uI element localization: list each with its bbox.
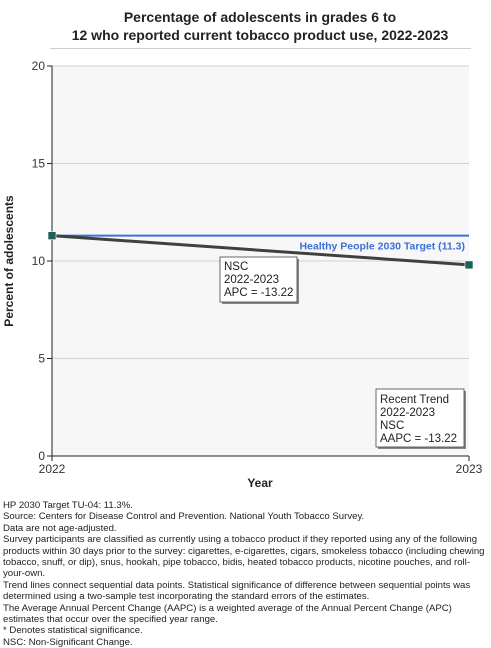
line-chart: 0 5 10 15 20 2022 2023 Percent of adolescents… <box>2 59 483 490</box>
recent-trend-line-3: NSC <box>380 420 404 432</box>
chart-title-line-1: Percentage of adolescents in grades 6 to <box>123 9 397 25</box>
apc-annotation: NSC 2022-2023 APC = -13.22 <box>219 256 299 304</box>
apc-annotation-line-2: 2022-2023 <box>224 274 279 286</box>
data-point <box>464 260 474 270</box>
x-axis-label: Year <box>247 476 273 490</box>
chart-title: Percentage of adolescents in grades 6 to… <box>20 8 491 44</box>
chart-title-line-2: 12 who reported current tobacco product … <box>71 27 449 43</box>
x-tick-label: 2023 <box>456 462 483 476</box>
y-tick-label: 5 <box>38 352 45 366</box>
y-axis-label: Percent of adolescents <box>2 195 16 327</box>
footnote: * Denotes statistical significance. <box>3 625 143 637</box>
data-point <box>47 231 57 240</box>
recent-trend-line-2: 2022-2023 <box>380 407 435 419</box>
target-label: Healthy People 2030 Target (11.3) <box>299 241 465 253</box>
recent-trend-annotation: Recent Trend 2022-2023 NSC AAPC = -13.22 <box>375 388 466 449</box>
apc-annotation-box <box>219 256 298 303</box>
series-line <box>51 234 470 267</box>
apc-annotation-line-1: NSC <box>224 261 248 273</box>
footnote: Data are not age-adjusted. <box>3 522 117 534</box>
footnote: HP 2030 Target TU-04: 11.3%. <box>3 500 133 511</box>
footnote: The Average Annual Percent Change (AAPC)… <box>3 602 452 626</box>
recent-trend-line-4: AAPC = -13.22 <box>380 433 457 445</box>
y-tick-label: 0 <box>38 449 45 463</box>
x-tick-labels: 2022 2023 <box>39 456 483 476</box>
recent-trend-box <box>375 388 465 448</box>
apc-annotation-line-3: APC = -13.22 <box>224 287 293 299</box>
data-points <box>47 231 474 270</box>
recent-trend-line-1: Recent Trend <box>380 394 449 406</box>
footnote: Survey participants are classified as cu… <box>3 534 485 580</box>
footnotes: HP 2030 Target TU-04: 11.3%. Source: Cen… <box>3 500 489 648</box>
footnote: NSC: Non-Significant Change. <box>3 636 133 648</box>
y-tick-label: 15 <box>32 157 46 171</box>
y-tick-label: 20 <box>32 59 46 73</box>
footnote: Source: Centers for Disease Control and … <box>3 511 365 523</box>
x-tick-label: 2022 <box>39 462 66 476</box>
footnote: Trend lines connect sequential data poin… <box>3 579 471 603</box>
title-divider <box>50 48 471 49</box>
y-tick-label: 10 <box>32 254 46 268</box>
y-tick-labels: 0 5 10 15 20 <box>32 59 52 463</box>
